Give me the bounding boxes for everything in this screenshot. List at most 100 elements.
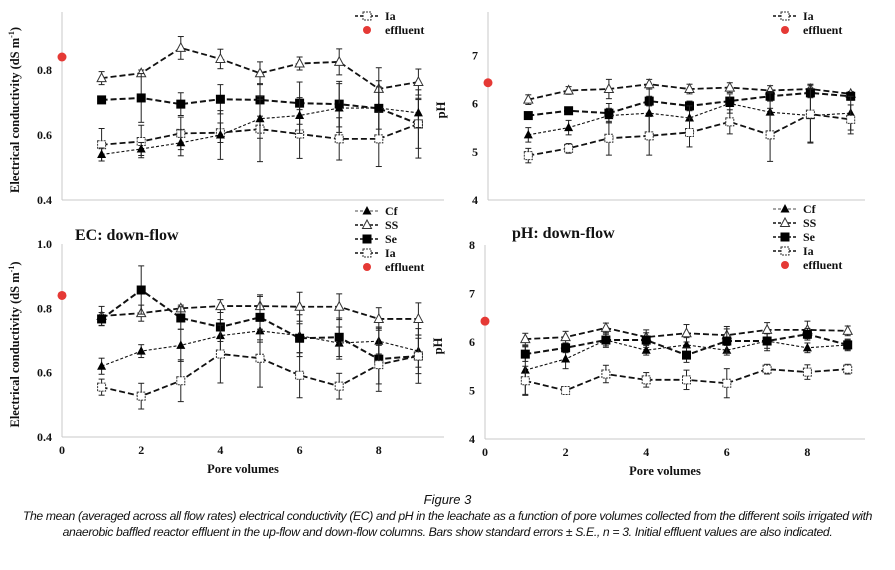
data-point	[175, 41, 187, 52]
x-tick-label: 0	[59, 443, 65, 457]
legend-label: Ia	[385, 246, 396, 260]
x-tick-label: 8	[376, 443, 382, 457]
series-line	[101, 46, 419, 90]
data-point	[846, 114, 856, 124]
data-point	[523, 151, 533, 161]
y-tick-label: 1.0	[37, 237, 52, 251]
legend-item-effluent: effluent	[781, 258, 842, 272]
series-line	[525, 339, 848, 371]
data-point	[561, 386, 571, 395]
legend-label: Cf	[803, 202, 817, 216]
legend-label: Cf	[385, 204, 399, 218]
legend-effluent-icon	[781, 26, 789, 34]
legend-effluent-icon	[363, 263, 371, 271]
y-axis-title: Electrical conductivity (dS m-1)	[7, 261, 22, 427]
data-point	[724, 81, 736, 92]
y-tick-label: 0.6	[37, 366, 52, 380]
data-point	[413, 312, 424, 323]
series-ss	[519, 320, 854, 346]
y-tick-label: 5	[472, 145, 478, 159]
data-point	[522, 93, 534, 104]
data-point	[215, 300, 226, 311]
data-point	[802, 342, 812, 352]
y-axis-title-main: Electrical conductivity (dS m	[8, 272, 22, 428]
effluent-point	[57, 290, 67, 300]
x-tick-label: 2	[138, 443, 144, 457]
data-point	[765, 130, 775, 140]
y-tick-label: 6	[469, 335, 475, 349]
data-point	[176, 313, 186, 323]
caption-title: Figure 3	[423, 492, 472, 507]
figure-3-charts: 0.4 0.6 0.8 Electrical conductivity (dS m-1…	[7, 9, 865, 478]
y-tick-label: 0.4	[37, 193, 52, 207]
data-point	[520, 376, 530, 386]
data-point	[215, 94, 225, 104]
legend-item-ia: Ia	[773, 9, 814, 23]
legend-label: effluent	[803, 23, 842, 37]
legend-item-cf: Cf	[355, 204, 399, 218]
series-line	[101, 330, 419, 367]
data-point	[374, 360, 384, 370]
data-point	[523, 111, 533, 121]
data-point	[136, 391, 146, 401]
data-point	[725, 98, 735, 107]
data-point	[136, 285, 146, 295]
x-tick-label: 6	[297, 443, 303, 457]
data-point	[255, 353, 265, 363]
data-point	[334, 134, 344, 144]
data-point	[97, 382, 107, 392]
series-se	[97, 265, 423, 392]
data-point	[255, 113, 265, 123]
legend-item-ia: Ia	[773, 244, 814, 258]
legend-label: effluent	[385, 23, 424, 37]
legend-label: Se	[385, 232, 398, 246]
data-point	[560, 331, 571, 342]
data-point	[601, 369, 611, 379]
data-point	[561, 343, 571, 353]
legend-label: effluent	[803, 258, 842, 272]
data-point	[413, 75, 424, 87]
data-point	[374, 103, 384, 112]
legend-label: Ia	[803, 244, 814, 258]
data-point	[523, 129, 533, 139]
x-tick-label: 0	[482, 445, 488, 459]
series-line	[101, 96, 419, 125]
y-axis-title-main: pH	[434, 101, 448, 118]
data-point	[722, 378, 732, 388]
data-point	[564, 122, 574, 132]
data-point	[601, 335, 611, 345]
x-tick-label: 4	[643, 445, 649, 459]
data-point	[295, 110, 305, 119]
data-point	[603, 82, 615, 94]
data-point	[604, 110, 614, 120]
data-point	[644, 131, 654, 141]
data-point	[136, 346, 146, 355]
data-point	[97, 314, 107, 324]
y-tick-label: 4	[469, 432, 475, 446]
series-line	[101, 288, 419, 361]
effluent-point	[480, 316, 490, 326]
data-point	[413, 107, 423, 117]
y-tick-label: 0.4	[37, 430, 52, 444]
data-point	[254, 67, 266, 78]
data-point	[176, 137, 186, 147]
data-point	[725, 117, 735, 127]
data-point	[295, 370, 305, 380]
series-ia	[523, 84, 856, 164]
legend-item-ss: SS	[355, 218, 399, 232]
data-point	[685, 112, 694, 122]
y-tick-label: 0.8	[37, 63, 52, 77]
data-point	[334, 103, 344, 112]
legend-marker-icon	[780, 232, 790, 242]
y-tick-label: 0.8	[37, 301, 52, 315]
legend-label: Ia	[385, 9, 396, 23]
y-tick-label: 7	[469, 287, 475, 301]
data-point	[215, 349, 225, 359]
y-axis-title-main: pH	[431, 337, 445, 354]
data-point	[762, 336, 772, 346]
data-point	[604, 133, 614, 143]
